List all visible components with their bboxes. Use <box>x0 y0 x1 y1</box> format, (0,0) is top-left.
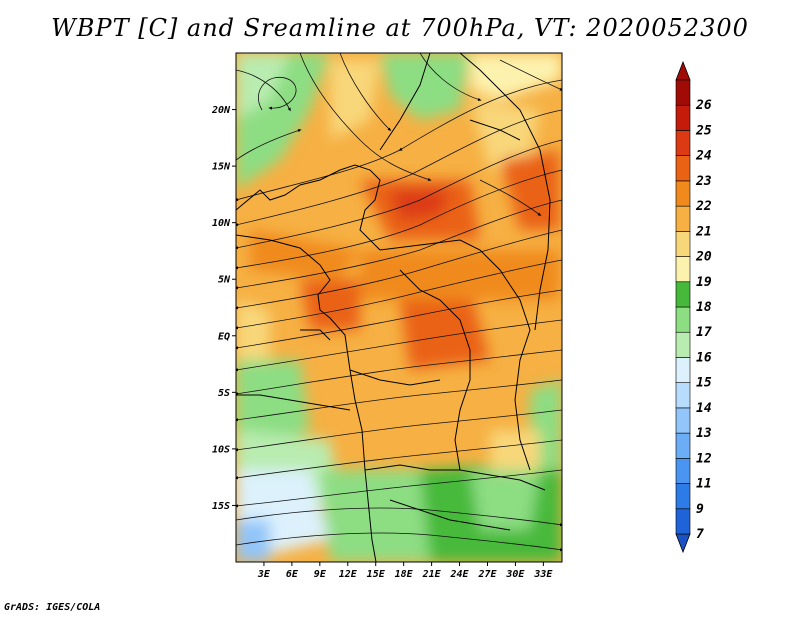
wbpt-shading <box>236 53 562 562</box>
chart-title: WBPT [C] and Sreamline at 700hPa, VT: 20… <box>51 14 749 42</box>
colorbar-swatch <box>675 281 691 308</box>
lon-tick-label: 24E <box>450 569 470 580</box>
colorbar-swatch <box>675 104 691 131</box>
colorbar-level-label: 25 <box>695 123 712 138</box>
lat-tick-label: EQ <box>218 331 230 342</box>
lat-tick-label: 10N <box>212 218 231 229</box>
colorbar-swatch <box>675 180 691 207</box>
colorbar-under-triangle <box>675 533 691 554</box>
colorbar-level-label: 21 <box>695 224 712 239</box>
colorbar-level-label: 15 <box>696 376 712 391</box>
colorbar-swatch <box>675 79 691 106</box>
credit-label: GrADS: IGES/COLA <box>4 602 101 613</box>
lat-tick-label: 15N <box>212 162 231 173</box>
lat-tick-label: 20N <box>211 105 231 116</box>
colorbar-level-label: 14 <box>696 401 712 416</box>
colorbar-swatch <box>675 432 691 459</box>
lon-tick-label: 27E <box>477 569 497 580</box>
lon-tick-label: 21E <box>422 569 442 580</box>
colorbar-level-label: 24 <box>695 149 712 164</box>
colorbar-swatch <box>675 458 691 484</box>
lon-tick-label: 6E <box>286 569 299 580</box>
colorbar-level-label: 7 <box>696 527 704 542</box>
colorbar-swatch <box>675 331 691 358</box>
lon-tick-label: 30E <box>505 569 525 580</box>
map-frame <box>235 52 563 563</box>
colorbar-swatch <box>675 205 691 232</box>
lon-tick-label: 9E <box>314 569 327 580</box>
colorbar-level-label: 16 <box>696 350 712 365</box>
colorbar-level-label: 11 <box>696 477 712 492</box>
colorbar-swatch <box>675 306 691 333</box>
colorbar-level-label: 13 <box>696 426 712 441</box>
lon-tick-label: 12E <box>339 569 358 580</box>
colorbar-swatch <box>675 382 691 409</box>
colorbar-level-label: 18 <box>696 300 712 315</box>
lon-tick-label: 15E <box>367 569 386 580</box>
axis-labels: 20N 15N 10N 5N EQ 5S 10S 15S 3E 6E 9E 12E 15E 18E 21E 2… <box>211 105 553 580</box>
colorbar-swatch <box>675 508 691 535</box>
lon-tick-label: 3E <box>257 569 271 580</box>
colorbar-level-label: 23 <box>695 174 712 189</box>
lat-tick-label: 5N <box>218 275 231 286</box>
lon-tick-label: 18E <box>395 569 414 580</box>
colorbar-swatch <box>675 407 691 434</box>
colorbar-swatch <box>675 256 691 283</box>
colorbar-swatch <box>675 357 691 383</box>
colorbar: 7 9 11 12 13 14 15 16 17 18 19 20 21 22 23 24 25 26 <box>675 60 712 554</box>
colorbar-swatch <box>675 231 691 257</box>
colorbar-level-label: 17 <box>696 325 712 340</box>
colorbar-swatch <box>675 155 691 182</box>
colorbar-over-triangle <box>675 60 691 81</box>
boundaries <box>236 53 551 562</box>
lat-tick-label: 10S <box>212 444 230 455</box>
colorbar-level-label: 26 <box>695 98 712 113</box>
colorbar-level-label: 20 <box>695 250 712 265</box>
lon-tick-label: 33E <box>533 569 553 580</box>
colorbar-level-label: 19 <box>696 275 712 290</box>
streamlines <box>236 53 562 552</box>
colorbar-level-label: 9 <box>696 502 704 517</box>
colorbar-swatch <box>675 130 691 156</box>
colorbar-level-label: 12 <box>696 451 712 466</box>
lat-tick-label: 15S <box>212 501 230 512</box>
colorbar-swatch <box>675 483 691 510</box>
colorbar-level-label: 22 <box>695 199 712 214</box>
lat-tick-label: 5S <box>218 388 230 399</box>
